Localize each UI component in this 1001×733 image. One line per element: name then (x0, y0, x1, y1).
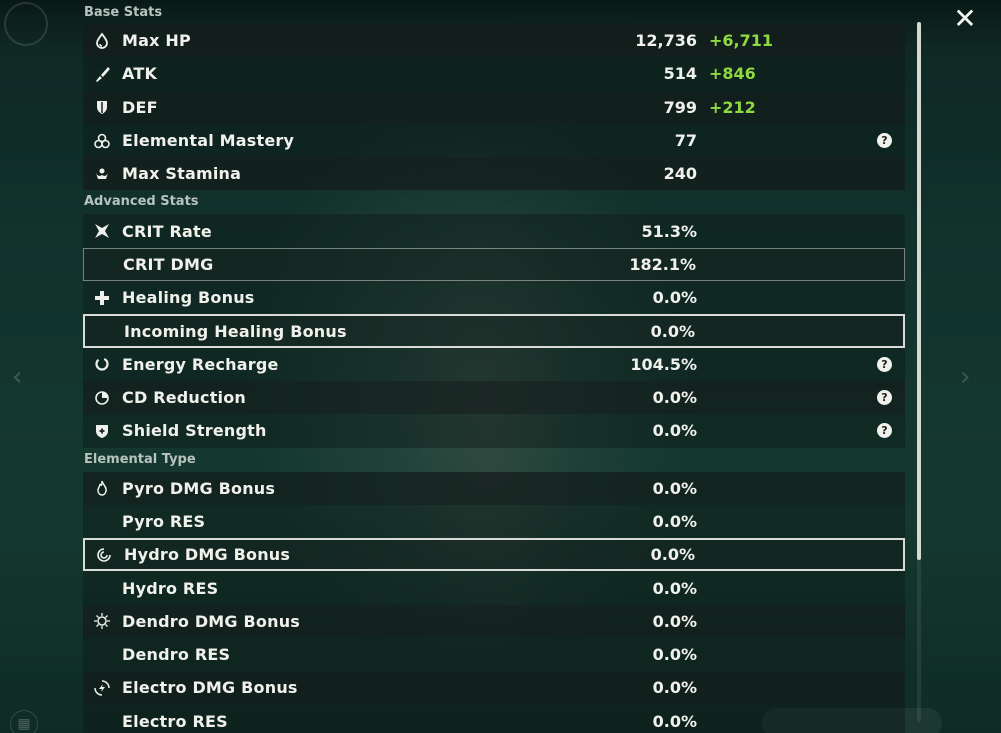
stat-value: 0.0% (652, 388, 697, 408)
stat-row-pyro-res[interactable]: Pyro RES 0.0% (83, 504, 905, 539)
stat-value: 240 (663, 164, 697, 184)
electro-icon (93, 679, 111, 697)
help-icon[interactable]: ? (877, 390, 892, 406)
stat-name: Elemental Mastery (122, 131, 295, 151)
stat-name: ATK (122, 64, 158, 84)
stat-value: 0.0% (652, 711, 697, 731)
hp-drop-icon (93, 32, 111, 50)
stat-row-incoming-healing-bonus[interactable]: Incoming Healing Bonus 0.0% (83, 314, 905, 348)
sword-icon (93, 65, 111, 83)
stat-row-elemental-mastery[interactable]: Elemental Mastery 77 ? (83, 123, 905, 158)
section-advanced-stats: Advanced Stats (84, 194, 199, 210)
prev-character-arrow-icon[interactable]: ‹ (12, 362, 23, 392)
stat-name: Dendro RES (122, 645, 231, 665)
stat-value: 0.0% (652, 421, 697, 441)
menu-emblem-icon[interactable] (4, 2, 48, 46)
shield-strength-icon (93, 422, 111, 440)
stat-row-hydro-dmg-bonus[interactable]: Hydro DMG Bonus 0.0% (83, 538, 905, 572)
stat-value: 0.0% (650, 545, 695, 565)
scrollbar-thumb[interactable] (917, 22, 921, 560)
stat-row-electro-dmg-bonus[interactable]: Electro DMG Bonus 0.0% (83, 671, 905, 705)
stat-name: Electro RES (122, 711, 228, 731)
close-button[interactable]: ✕ (951, 5, 979, 33)
stat-name: Incoming Healing Bonus (124, 321, 347, 341)
stat-value: 0.0% (652, 645, 697, 665)
stat-name: Hydro DMG Bonus (124, 545, 291, 565)
cd-reduction-icon (93, 389, 111, 407)
help-icon[interactable]: ? (877, 423, 892, 439)
energy-recharge-icon (93, 355, 111, 373)
stat-value: 0.0% (652, 288, 697, 308)
section-elemental-type: Elemental Type (84, 451, 196, 467)
stat-bonus: +6,711 (709, 31, 774, 51)
healing-cross-icon (93, 289, 111, 307)
stat-row-atk[interactable]: ATK 514 +846 (83, 57, 905, 91)
stat-row-shield-strength[interactable]: Shield Strength 0.0% ? (83, 414, 905, 448)
close-icon: ✕ (953, 2, 977, 35)
elemental-mastery-icon (93, 132, 111, 150)
stat-name: DEF (122, 97, 158, 117)
next-character-arrow-icon[interactable]: › (960, 362, 971, 392)
stat-value: 12,736 (635, 31, 697, 51)
stat-name: CRIT DMG (123, 254, 214, 274)
stat-value: 0.0% (650, 321, 695, 341)
stat-name: CRIT Rate (122, 221, 212, 241)
stat-row-pyro-dmg-bonus[interactable]: Pyro DMG Bonus 0.0% (83, 471, 905, 505)
stat-value: 104.5% (630, 354, 697, 374)
stat-row-cd-reduction[interactable]: CD Reduction 0.0% ? (83, 380, 905, 415)
stat-row-dendro-dmg-bonus[interactable]: Dendro DMG Bonus 0.0% (83, 604, 905, 639)
stat-row-max-hp[interactable]: Max HP 12,736 +6,711 (83, 24, 905, 58)
stat-name: Shield Strength (122, 421, 267, 441)
stat-row-dendro-res[interactable]: Dendro RES 0.0% (83, 638, 905, 672)
dendro-icon (93, 612, 111, 630)
stat-row-energy-recharge[interactable]: Energy Recharge 104.5% ? (83, 347, 905, 381)
stat-value: 0.0% (652, 478, 697, 498)
stat-name: Dendro DMG Bonus (122, 611, 301, 631)
stat-value: 182.1% (629, 254, 696, 274)
stat-row-electro-res[interactable]: Electro RES 0.0% (83, 704, 905, 733)
stat-row-healing-bonus[interactable]: Healing Bonus 0.0% (83, 281, 905, 315)
pyro-icon (93, 479, 111, 497)
stat-name: CD Reduction (122, 388, 247, 408)
stat-value: 0.0% (652, 611, 697, 631)
stat-row-hydro-res[interactable]: Hydro RES 0.0% (83, 571, 905, 605)
stat-row-crit-rate[interactable]: CRIT Rate 51.3% (83, 214, 905, 248)
stat-name: Max HP (122, 31, 191, 51)
hydro-icon (95, 546, 113, 564)
dressing-room-button[interactable] (762, 708, 942, 733)
stat-name: Pyro RES (122, 512, 206, 531)
stat-row-def[interactable]: DEF 799 +212 (83, 90, 905, 124)
stat-name: Max Stamina (122, 164, 242, 184)
stat-value: 0.0% (652, 512, 697, 531)
stat-name: Hydro RES (122, 578, 219, 598)
stat-value: 51.3% (641, 221, 697, 241)
help-icon[interactable]: ? (877, 133, 892, 149)
stat-name: Energy Recharge (122, 354, 279, 374)
stat-value: 799 (663, 97, 697, 117)
help-icon[interactable]: ? (877, 356, 892, 372)
stamina-icon (93, 165, 111, 183)
crit-rate-icon (93, 222, 111, 240)
stat-name: Pyro DMG Bonus (122, 478, 276, 498)
stat-bonus: +846 (709, 64, 756, 84)
stat-bonus: +212 (709, 97, 756, 117)
stat-value: 514 (663, 64, 697, 84)
stat-name: Healing Bonus (122, 288, 255, 308)
stat-value: 0.0% (652, 678, 697, 698)
grid-menu-icon[interactable]: ▦ (10, 710, 38, 733)
stat-row-max-stamina[interactable]: Max Stamina 240 (83, 157, 905, 191)
stat-value: 0.0% (652, 578, 697, 598)
stat-row-crit-dmg[interactable]: CRIT DMG 182.1% (83, 247, 905, 282)
stat-value: 77 (674, 131, 697, 151)
attribute-details-panel: Base Stats Max HP 12,736 +6,711 ATK 514 … (83, 0, 905, 733)
shield-icon (93, 98, 111, 116)
section-base-stats: Base Stats (84, 5, 163, 20)
stat-name: Electro DMG Bonus (122, 678, 298, 698)
